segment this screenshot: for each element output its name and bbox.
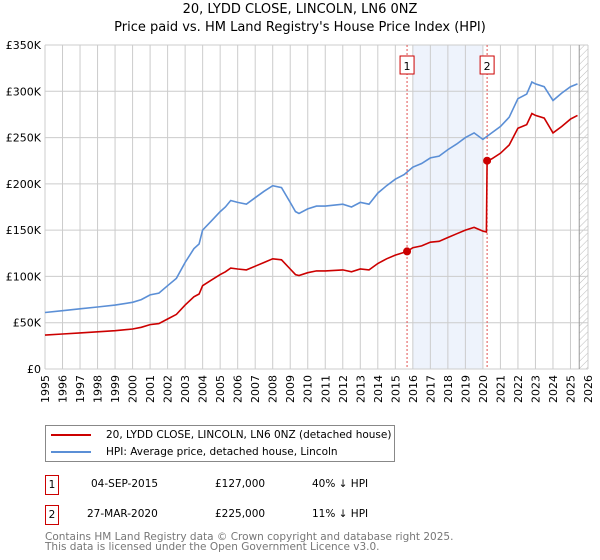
x-tick-label: 2018 — [442, 375, 455, 403]
x-tick-label: 2010 — [302, 375, 315, 403]
forecast-hatch — [579, 45, 588, 369]
sale-row: 2 27-MAR-2020 £225,000 11% ↓ HPI — [45, 505, 465, 525]
price-paid-line — [44, 112, 578, 336]
chart-title: 20, LYDD CLOSE, LINCOLN, LN6 0NZ — [182, 2, 418, 17]
legend-item-property: 20, LYDD CLOSE, LINCOLN, LN6 0NZ (detach… — [46, 427, 391, 443]
x-tick-label: 2011 — [319, 375, 332, 403]
sale-date: 04-SEP-2015 — [91, 478, 159, 490]
x-tick-label: 1996 — [57, 375, 70, 403]
x-tick-label: 1997 — [74, 375, 87, 403]
sale-row: 1 04-SEP-2015 £127,000 40% ↓ HPI — [45, 475, 465, 495]
x-tick-label: 2009 — [284, 375, 297, 403]
x-tick-label: 2017 — [424, 375, 437, 403]
y-tick-label: £100K — [6, 270, 42, 283]
x-tick-label: 2022 — [512, 375, 525, 403]
x-tick-label: 2006 — [232, 375, 245, 403]
y-tick-label: £200K — [6, 178, 42, 191]
x-tick-label: 2002 — [162, 375, 175, 403]
y-tick-label: £350K — [6, 39, 42, 52]
legend-label: 20, LYDD CLOSE, LINCOLN, LN6 0NZ (detach… — [106, 429, 392, 441]
x-tick-label: 1999 — [109, 375, 122, 403]
blue-line-swatch — [51, 451, 91, 453]
x-tick-label: 2021 — [494, 375, 507, 403]
sale-hpi-diff: 11% ↓ HPI — [312, 508, 369, 520]
legend-item-hpi: HPI: Average price, detached house, Linc… — [46, 444, 338, 460]
sale-price: £225,000 — [215, 508, 266, 520]
x-tick-label: 2025 — [564, 375, 577, 403]
x-tick-label: 2007 — [249, 375, 262, 403]
sale-label: 1 — [404, 60, 411, 73]
y-tick-label: £300K — [6, 85, 42, 98]
footer-licence: This data is licensed under the Open Gov… — [45, 541, 380, 553]
x-tick-label: 2005 — [214, 375, 227, 403]
x-tick-label: 2013 — [354, 375, 367, 403]
y-tick-label: £50K — [13, 317, 42, 330]
x-tick-label: 2012 — [337, 375, 350, 403]
y-tick-label: £250K — [6, 132, 42, 145]
x-tick-label: 2008 — [267, 375, 280, 403]
x-tick-label: 2000 — [127, 375, 140, 403]
sale-date: 27-MAR-2020 — [87, 508, 158, 520]
x-tick-label: 2026 — [582, 375, 595, 403]
x-tick-label: 2014 — [372, 375, 385, 403]
footer-copyright: Contains HM Land Registry data © Crown c… — [45, 531, 454, 543]
x-tick-label: 1998 — [92, 375, 105, 403]
chart-subtitle: Price paid vs. HM Land Registry's House … — [114, 20, 486, 35]
y-tick-label: £0 — [27, 363, 41, 376]
hpi-line — [44, 80, 578, 314]
x-tick-label: 1995 — [39, 375, 52, 403]
x-tick-label: 2001 — [144, 375, 157, 403]
sale-hpi-diff: 40% ↓ HPI — [312, 478, 369, 490]
x-tick-label: 2019 — [459, 375, 472, 403]
sale-price: £127,000 — [215, 478, 266, 490]
legend: 20, LYDD CLOSE, LINCOLN, LN6 0NZ (detach… — [45, 425, 395, 462]
x-tick-label: 2016 — [407, 375, 420, 403]
y-tick-label: £150K — [6, 224, 42, 237]
sale-label-box — [479, 55, 495, 75]
x-tick-label: 2015 — [389, 375, 402, 403]
sale-point — [483, 156, 492, 165]
sale-point — [403, 247, 412, 256]
x-tick-label: 2003 — [179, 375, 192, 403]
x-tick-label: 2023 — [529, 375, 542, 403]
legend-label: HPI: Average price, detached house, Linc… — [106, 446, 338, 458]
sale-label: 2 — [484, 60, 491, 73]
sale-marker-badge: 2 — [45, 505, 59, 525]
sale-marker-badge: 1 — [45, 475, 59, 495]
x-tick-label: 2020 — [477, 375, 490, 403]
sale-label-box — [399, 55, 415, 75]
price-chart: 1995 1996 1997 1998 1999 2000 2001 2002 2003 2004… — [6, 39, 595, 403]
x-tick-label: 2004 — [197, 375, 210, 403]
red-line-swatch — [51, 434, 91, 436]
x-tick-label: 2024 — [547, 375, 560, 403]
